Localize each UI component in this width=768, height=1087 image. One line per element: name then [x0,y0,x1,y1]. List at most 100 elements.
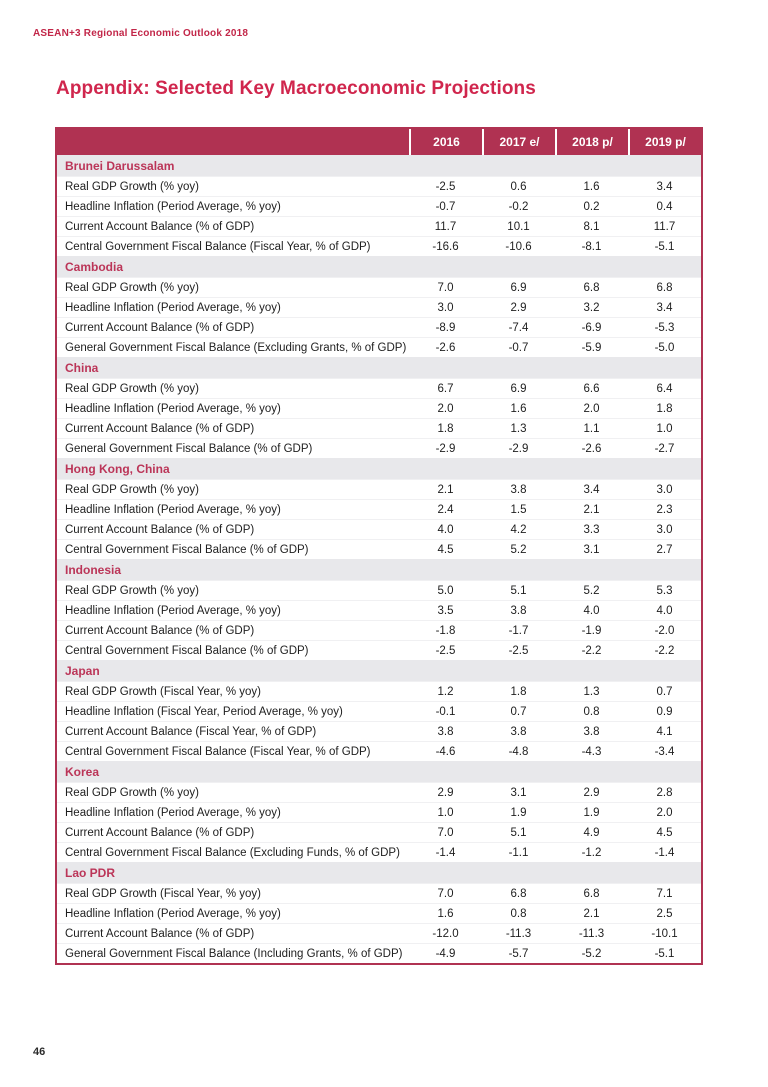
value-cell: 7.1 [656,887,673,900]
value-cell: 3.8 [510,604,527,617]
value-cell: 2.1 [583,503,600,516]
value-cell: -2.6 [435,341,456,354]
value-cell: 3.8 [583,725,600,738]
value-cell: 2.0 [437,402,454,415]
country-section-header: Hong Kong, China [57,458,701,479]
value-cell: 5.0 [437,584,454,597]
value-cell: -1.4 [435,846,456,859]
indicator-label: Central Government Fiscal Balance (% of … [65,543,309,556]
country-section-header: Korea [57,761,701,782]
value-cell: 5.1 [510,584,527,597]
value-cell: -2.7 [654,442,675,455]
value-cell: 6.8 [583,887,600,900]
value-cell: 6.8 [583,281,600,294]
indicator-label: Real GDP Growth (% yoy) [65,382,199,395]
page-title: Appendix: Selected Key Macroeconomic Pro… [56,78,536,99]
table-row: Current Account Balance (% of GDP) -1.8 -1… [57,620,701,640]
value-cell: 3.0 [656,523,673,536]
value-cell: 8.1 [583,220,600,233]
value-cell: 6.6 [583,382,600,395]
value-cell: -8.1 [581,240,602,253]
table-header-row: 2016 2017 e/2018 p/2019 p/ [57,129,701,155]
country-section-header: Japan [57,660,701,681]
value-cell: 3.2 [583,301,600,314]
indicator-label: General Government Fiscal Balance (% of … [65,442,313,455]
indicator-label: Central Government Fiscal Balance (% of … [65,644,309,657]
value-cell: 1.9 [510,806,527,819]
value-cell: -4.8 [508,745,529,758]
value-cell: 3.0 [656,483,673,496]
value-cell: 1.1 [583,422,600,435]
value-cell: -1.4 [654,846,675,859]
value-cell: 1.9 [583,806,600,819]
value-cell: 1.5 [510,503,527,516]
value-cell: 3.1 [583,543,600,556]
value-cell: 3.8 [510,483,527,496]
value-cell: 2.5 [656,907,673,920]
country-section-header: Lao PDR [57,862,701,883]
value-cell: -4.6 [435,745,456,758]
value-cell: 1.6 [510,402,527,415]
value-cell: 1.3 [510,422,527,435]
value-cell: 2.9 [437,786,454,799]
value-cell: 3.5 [437,604,454,617]
table-row: Headline Inflation (Period Average, % yo… [57,600,701,620]
indicator-label: Central Government Fiscal Balance (Fisca… [65,240,371,253]
value-cell: 3.8 [510,725,527,738]
table-row: Real GDP Growth (% yoy) 5.0 5.1 5.2 5.3 [57,580,701,600]
value-cell: -1.7 [508,624,529,637]
table-row: Central Government Fiscal Balance (% of … [57,539,701,559]
value-cell: -3.4 [654,745,675,758]
value-cell: -2.5 [435,180,456,193]
value-cell: 3.4 [583,483,600,496]
value-cell: -2.6 [581,442,602,455]
indicator-label: Real GDP Growth (% yoy) [65,786,199,799]
indicator-label: Central Government Fiscal Balance (Exclu… [65,846,400,859]
value-cell: 0.8 [583,705,600,718]
value-cell: -8.9 [435,321,456,334]
table-row: Real GDP Growth (Fiscal Year, % yoy) 1.2 1… [57,681,701,701]
value-cell: 2.0 [656,806,673,819]
indicator-label: Headline Inflation (Period Average, % yo… [65,604,281,617]
value-cell: 4.5 [437,543,454,556]
value-cell: 2.4 [437,503,454,516]
value-cell: -5.1 [654,947,675,960]
value-cell: 4.0 [583,604,600,617]
value-cell: 2.8 [656,786,673,799]
value-cell: -2.0 [654,624,675,637]
table-row: Central Government Fiscal Balance (Exclu… [57,842,701,862]
report-header: ASEAN+3 Regional Economic Outlook 2018 [33,28,249,39]
value-cell: -5.1 [654,240,675,253]
value-cell: -10.1 [651,927,678,940]
indicator-label: Real GDP Growth (Fiscal Year, % yoy) [65,887,261,900]
value-cell: -6.9 [581,321,602,334]
value-cell: 5.3 [656,584,673,597]
value-cell: -0.2 [508,200,529,213]
value-cell: 1.8 [510,685,527,698]
table-row: Central Government Fiscal Balance (% of … [57,640,701,660]
value-cell: 2.9 [583,786,600,799]
indicator-label: Headline Inflation (Period Average, % yo… [65,402,281,415]
value-cell: -5.2 [581,947,602,960]
value-cell: 3.8 [437,725,454,738]
indicator-label: Headline Inflation (Fiscal Year, Period … [65,705,343,718]
value-cell: -12.0 [432,927,459,940]
table-row: Current Account Balance (% of GDP) 4.0 4.2… [57,519,701,539]
indicator-label: Current Account Balance (% of GDP) [65,927,255,940]
table-row: Current Account Balance (% of GDP) 1.8 1.3… [57,418,701,438]
value-cell: 5.2 [510,543,527,556]
value-cell: -1.9 [581,624,602,637]
value-cell: 6.8 [656,281,673,294]
indicator-label: Headline Inflation (Period Average, % yo… [65,301,281,314]
value-cell: 6.8 [510,887,527,900]
table-row: General Government Fiscal Balance (Inclu… [57,943,701,963]
country-section-header: Cambodia [57,256,701,277]
table-row: Current Account Balance (% of GDP) -8.9 -7… [57,317,701,337]
value-cell: -2.9 [435,442,456,455]
value-cell: 0.2 [583,200,600,213]
value-cell: -0.7 [435,200,456,213]
table-row: Real GDP Growth (Fiscal Year, % yoy) 7.0 6… [57,883,701,903]
value-cell: 5.1 [510,826,527,839]
country-section-header: China [57,357,701,378]
value-cell: -16.6 [432,240,459,253]
